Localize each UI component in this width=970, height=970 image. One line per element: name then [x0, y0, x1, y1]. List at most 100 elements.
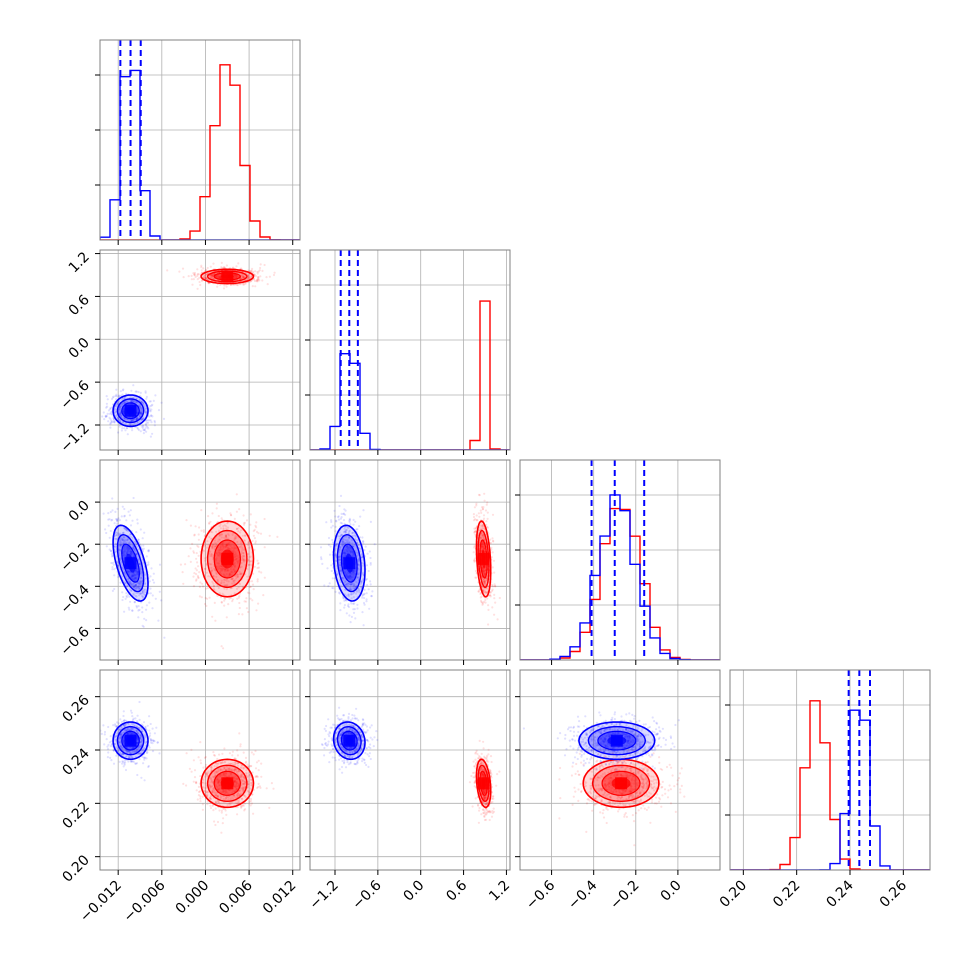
scatter-point [218, 533, 221, 536]
scatter-point [130, 583, 133, 586]
scatter-point [251, 771, 254, 774]
scatter-point [349, 583, 352, 586]
scatter-point [151, 607, 154, 610]
scatter-point [234, 551, 237, 554]
scatter-point [350, 602, 353, 605]
scatter-point [146, 426, 149, 429]
scatter-point [199, 581, 202, 584]
scatter-point [134, 542, 137, 545]
scatter-point [219, 548, 222, 551]
scatter-point [219, 565, 222, 568]
scatter-point [210, 553, 213, 556]
scatter-point [483, 547, 486, 550]
scatter-point [200, 529, 203, 532]
scatter-point [132, 582, 135, 585]
scatter-point [114, 408, 117, 411]
scatter-point [346, 574, 349, 577]
scatter-point [123, 545, 127, 548]
scatter-point [222, 772, 225, 775]
scatter-point [344, 598, 347, 602]
scatter-point [103, 418, 106, 421]
scatter-point [330, 519, 333, 522]
scatter-point [218, 525, 221, 528]
scatter-point [129, 535, 132, 539]
scatter-point [368, 607, 371, 610]
scatter-point [225, 569, 228, 572]
scatter-point [481, 568, 484, 571]
scatter-point [202, 529, 205, 532]
scatter-point [135, 421, 138, 424]
scatter-point [215, 762, 218, 765]
scatter-point [476, 519, 479, 522]
scatter-point [136, 411, 139, 414]
scatter-point [136, 572, 139, 575]
scatter-point [219, 571, 222, 574]
scatter-point [337, 515, 340, 518]
scatter-point [119, 543, 122, 546]
scatter-point [348, 548, 351, 551]
scatter-point [342, 542, 345, 545]
scatter-point [209, 554, 212, 558]
scatter-point [123, 515, 126, 518]
scatter-point [482, 545, 485, 549]
scatter-point [220, 533, 223, 536]
scatter-point [207, 575, 210, 578]
scatter-point [138, 562, 141, 565]
scatter-point [109, 510, 112, 514]
scatter-point [113, 574, 116, 577]
scatter-point [244, 534, 247, 537]
scatter-point [217, 551, 220, 554]
scatter-point [140, 418, 144, 421]
scatter-point [362, 509, 365, 512]
scatter-point [134, 422, 137, 425]
scatter-point [494, 584, 497, 588]
scatter-point [253, 279, 257, 283]
scatter-point [133, 585, 136, 588]
scatter-point [348, 577, 351, 580]
scatter-point [344, 539, 347, 542]
scatter-point [204, 274, 207, 277]
scatter-point [198, 585, 201, 589]
scatter-point [139, 584, 143, 587]
scatter-point [123, 507, 126, 511]
scatter-point [257, 276, 260, 279]
scatter-point [118, 519, 121, 522]
scatter-point [122, 388, 125, 391]
scatter-point [136, 570, 139, 573]
scatter-point [496, 618, 499, 621]
scatter-point [339, 609, 342, 612]
scatter-point [144, 423, 148, 426]
scatter-point [128, 423, 131, 426]
scatter-point [119, 408, 122, 412]
scatter-point [205, 272, 208, 276]
scatter-point [362, 593, 365, 596]
scatter-point [139, 544, 143, 547]
scatter-point [349, 550, 352, 554]
scatter-point [352, 534, 355, 537]
scatter-point [220, 517, 223, 520]
scatter-point [107, 518, 110, 521]
scatter-point [241, 546, 244, 550]
scatter-point [129, 400, 132, 403]
scatter-point [202, 267, 205, 270]
scatter-point [222, 525, 225, 528]
scatter-point [147, 421, 150, 424]
scatter-point [218, 275, 221, 279]
scatter-point [359, 536, 362, 539]
scatter-point [257, 270, 260, 273]
scatter-point [349, 588, 352, 591]
scatter-point [123, 417, 126, 420]
scatter-point [481, 537, 484, 540]
scatter-point [127, 606, 130, 609]
scatter-point [138, 398, 141, 401]
scatter-point [228, 540, 231, 544]
scatter-point [244, 761, 247, 765]
scatter-point [342, 530, 346, 534]
scatter-point [225, 588, 228, 591]
scatter-point [491, 606, 494, 609]
histogram-red [310, 300, 510, 450]
scatter-point [240, 572, 243, 575]
histogram-red [520, 507, 720, 660]
scatter-point [359, 582, 362, 586]
